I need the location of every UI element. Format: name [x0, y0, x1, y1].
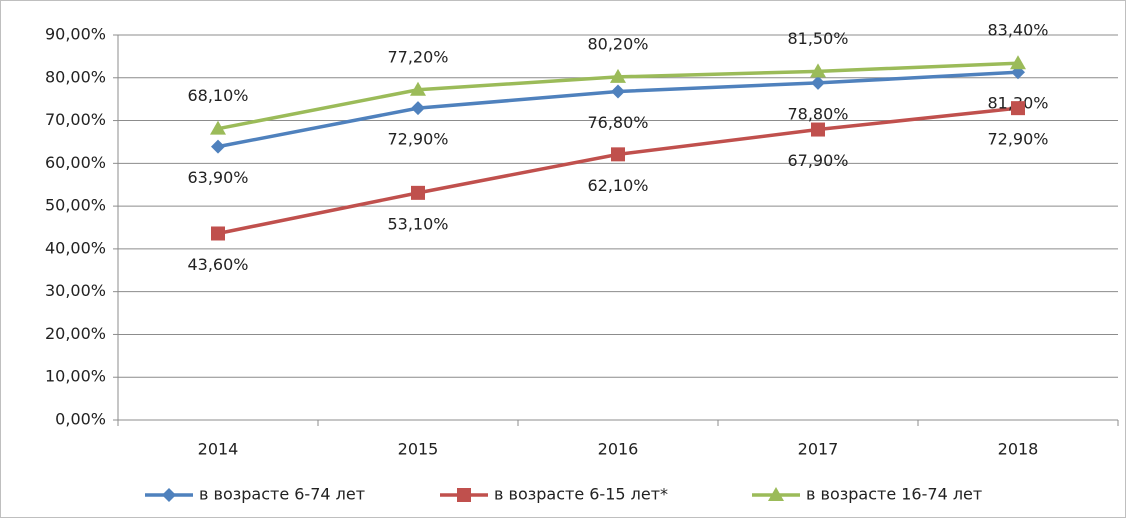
y-tick-label: 40,00% [45, 238, 106, 257]
data-label: 77,20% [387, 47, 448, 66]
x-tick-label: 2018 [998, 440, 1039, 459]
data-label: 72,90% [987, 130, 1048, 149]
marker [211, 226, 225, 241]
y-tick-label: 70,00% [45, 110, 106, 129]
legend-label: в возрасте 16-74 лет [806, 485, 982, 504]
y-tick-label: 10,00% [45, 367, 106, 386]
marker [610, 68, 626, 83]
marker [411, 101, 425, 116]
marker [1011, 101, 1025, 116]
data-label: 43,60% [187, 255, 248, 274]
data-label: 53,10% [387, 214, 448, 233]
data-label: 83,40% [987, 21, 1048, 40]
legend-label: в возрасте 6-15 лет* [494, 485, 668, 504]
marker [811, 75, 825, 90]
data-label: 80,20% [587, 34, 648, 53]
marker [1010, 55, 1026, 70]
y-tick-label: 80,00% [45, 67, 106, 86]
data-label: 68,10% [187, 86, 248, 105]
data-label: 62,10% [587, 176, 648, 195]
y-tick-label: 0,00% [55, 410, 106, 429]
marker [810, 63, 826, 78]
data-label: 67,90% [787, 151, 848, 170]
y-tick-label: 30,00% [45, 281, 106, 300]
data-label: 72,90% [387, 130, 448, 149]
legend-marker [457, 488, 471, 502]
marker [611, 147, 625, 162]
y-tick-label: 60,00% [45, 153, 106, 172]
marker [211, 139, 225, 154]
x-tick-label: 2014 [198, 440, 239, 459]
marker [410, 81, 426, 96]
x-tick-label: 2015 [398, 440, 439, 459]
legend-marker [768, 487, 784, 501]
marker [210, 120, 226, 135]
x-tick-label: 2017 [798, 440, 839, 459]
y-tick-label: 20,00% [45, 324, 106, 343]
marker [411, 185, 425, 200]
data-label: 81,50% [787, 29, 848, 48]
data-label: 63,90% [187, 168, 248, 187]
marker [811, 122, 825, 137]
y-tick-label: 90,00% [45, 25, 106, 44]
data-label: 76,80% [587, 113, 648, 132]
marker [611, 84, 625, 99]
legend-label: в возрасте 6-74 лет [199, 485, 365, 504]
data-label: 78,80% [787, 104, 848, 123]
x-tick-label: 2016 [598, 440, 639, 459]
y-tick-label: 50,00% [45, 196, 106, 215]
legend-marker [162, 488, 176, 502]
